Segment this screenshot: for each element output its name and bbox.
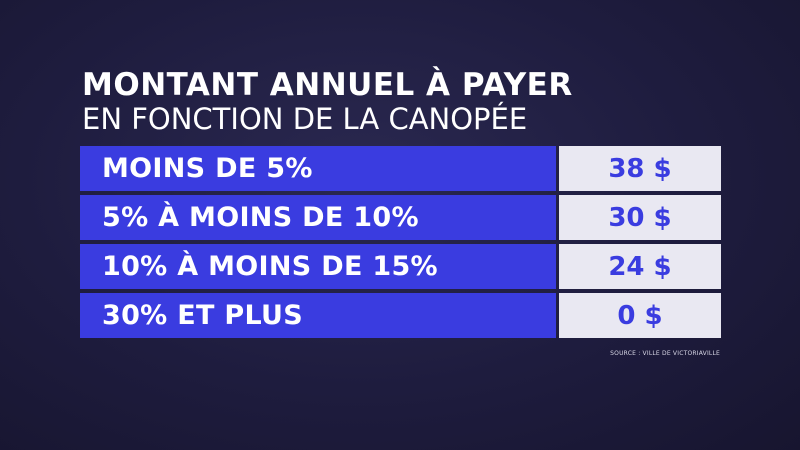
row-value-cell: 24 $ <box>559 244 721 289</box>
row-value: 0 $ <box>617 300 663 331</box>
row-value: 30 $ <box>608 202 672 233</box>
row-label-cell: 5% À MOINS DE 10% <box>80 195 556 240</box>
title-subtitle: EN FONCTION DE LA CANOPÉE <box>82 102 528 136</box>
row-label: MOINS DE 5% <box>102 153 313 184</box>
fee-table: MOINS DE 5% 38 $ 5% À MOINS DE 10% 30 $ … <box>80 146 721 342</box>
table-row: 30% ET PLUS 0 $ <box>80 293 721 338</box>
row-label-cell: 10% À MOINS DE 15% <box>80 244 556 289</box>
row-value-cell: 0 $ <box>559 293 721 338</box>
table-row: MOINS DE 5% 38 $ <box>80 146 721 191</box>
row-label: 5% À MOINS DE 10% <box>102 202 419 233</box>
row-value-cell: 38 $ <box>559 146 721 191</box>
row-label-cell: MOINS DE 5% <box>80 146 556 191</box>
row-label: 10% À MOINS DE 15% <box>102 251 438 282</box>
table-row: 10% À MOINS DE 15% 24 $ <box>80 244 721 289</box>
row-label: 30% ET PLUS <box>102 300 303 331</box>
row-value-cell: 30 $ <box>559 195 721 240</box>
title-main: MONTANT ANNUEL À PAYER <box>82 67 573 103</box>
title-block: MONTANT ANNUEL À PAYER EN FONCTION DE LA… <box>82 68 722 136</box>
table-row: 5% À MOINS DE 10% 30 $ <box>80 195 721 240</box>
row-value: 38 $ <box>608 153 672 184</box>
row-label-cell: 30% ET PLUS <box>80 293 556 338</box>
row-value: 24 $ <box>608 251 672 282</box>
source-credit: SOURCE : VILLE DE VICTORIAVILLE <box>610 350 720 357</box>
